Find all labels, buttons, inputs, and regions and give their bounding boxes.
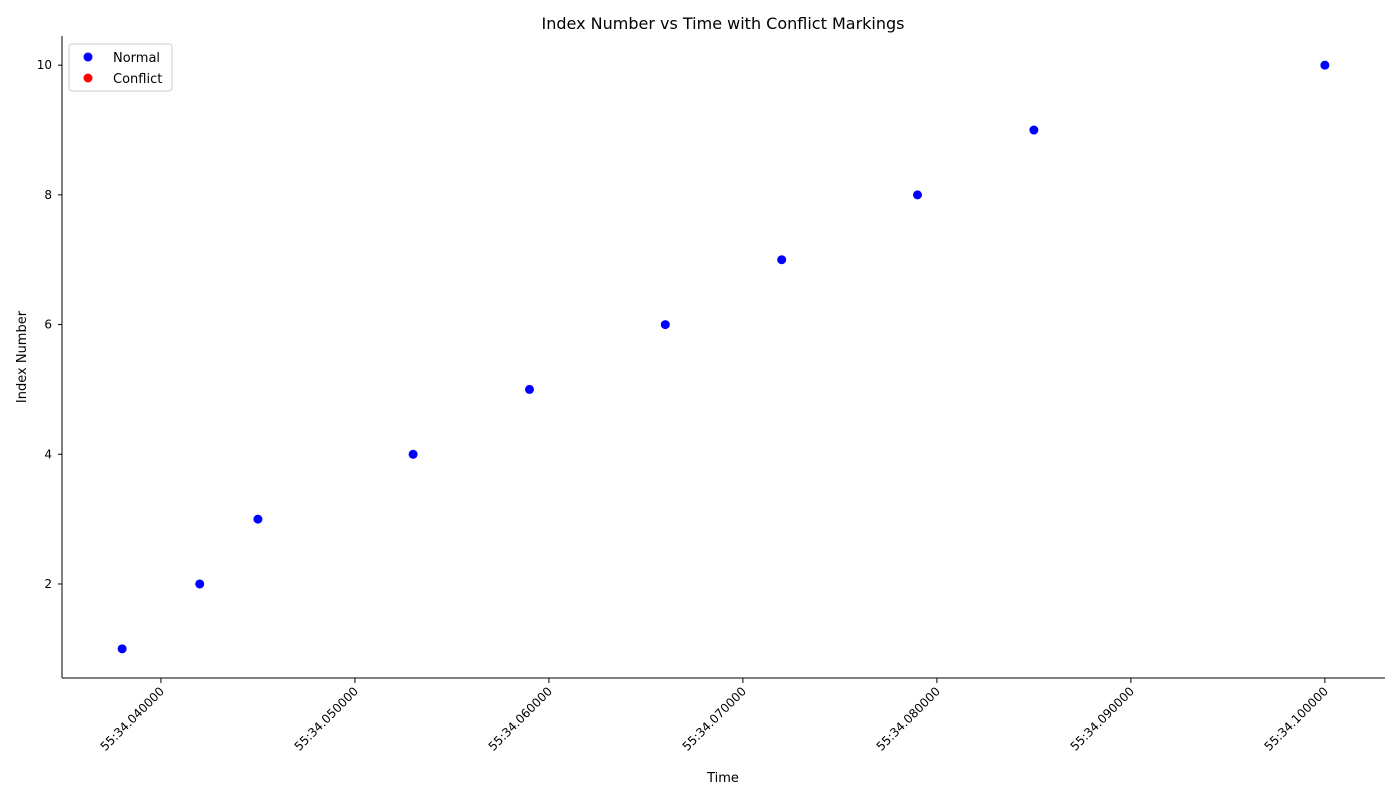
x-tick-label: 55:34.090000 — [1068, 684, 1137, 753]
legend-marker-normal — [83, 52, 93, 62]
data-point-normal — [117, 644, 127, 654]
legend-box — [68, 43, 173, 92]
legend: Normal Conflict — [68, 43, 173, 92]
data-points — [117, 60, 1330, 654]
data-point-normal — [253, 514, 263, 524]
x-tick-label: 55:34.060000 — [486, 684, 555, 753]
y-tick-label: 4 — [44, 447, 52, 461]
x-tick-label: 55:34.100000 — [1262, 684, 1331, 753]
legend-marker-conflict — [83, 73, 93, 83]
data-point-normal — [660, 320, 670, 330]
data-point-normal — [777, 255, 787, 265]
data-point-normal — [408, 449, 418, 459]
x-tick-label: 55:34.040000 — [98, 684, 167, 753]
x-tick-label: 55:34.050000 — [292, 684, 361, 753]
legend-label-normal: Normal — [113, 51, 160, 66]
x-tick-label: 55:34.080000 — [874, 684, 943, 753]
y-axis-label: Index Number — [15, 310, 30, 403]
y-tick-label: 2 — [44, 577, 52, 591]
y-tick-label: 6 — [44, 318, 52, 332]
chart-title: Index Number vs Time with Conflict Marki… — [542, 14, 905, 33]
data-point-normal — [912, 190, 922, 200]
y-tick-label: 8 — [44, 188, 52, 202]
legend-label-conflict: Conflict — [113, 72, 162, 87]
y-tick-label: 10 — [37, 58, 52, 72]
x-tick-label: 55:34.070000 — [680, 684, 749, 753]
x-axis-label: Time — [706, 771, 739, 786]
data-point-normal — [1320, 60, 1330, 70]
data-point-normal — [525, 384, 535, 394]
data-point-normal — [1029, 125, 1039, 135]
data-point-normal — [195, 579, 205, 589]
axes: 2 4 6 8 10 55:34.040000 55:34.050000 55:34.0600… — [37, 36, 1385, 754]
